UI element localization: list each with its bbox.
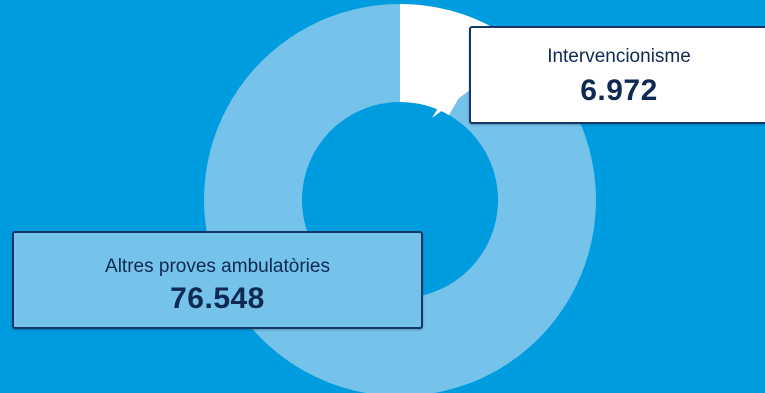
callout-altres-proves-ambulatories: Altres proves ambulatòries 76.548 (12, 231, 423, 329)
slice-label: Intervencionisme (547, 46, 691, 67)
slice-value: 6.972 (580, 74, 658, 107)
slice-value: 76.548 (170, 282, 265, 315)
leader-line-intervencionisme (432, 54, 470, 118)
callout-intervencionisme: Intervencionisme 6.972 (469, 26, 765, 124)
slice-label: Altres proves ambulatòries (105, 256, 330, 277)
